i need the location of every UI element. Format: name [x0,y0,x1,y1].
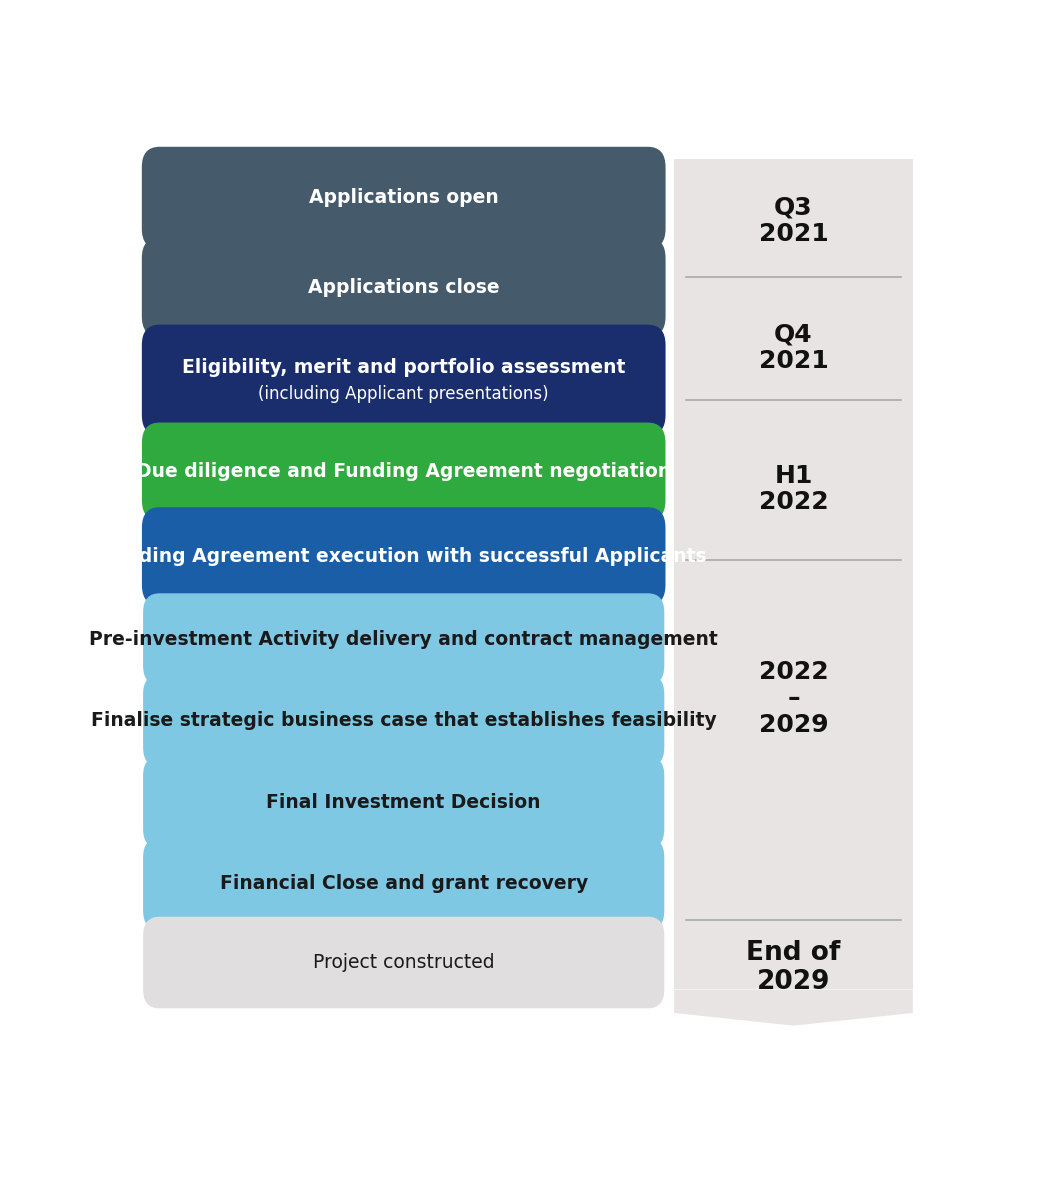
FancyBboxPatch shape [142,238,665,337]
Text: H1
2022: H1 2022 [759,463,829,515]
Text: Due diligence and Funding Agreement negotiation: Due diligence and Funding Agreement nego… [136,462,671,481]
Polygon shape [675,990,913,1026]
Text: Q4
2021: Q4 2021 [759,323,829,373]
Polygon shape [373,392,434,413]
Text: End of
2029: End of 2029 [746,941,841,996]
FancyBboxPatch shape [675,160,913,990]
Text: Applications close: Applications close [308,277,500,296]
Text: Funding Agreement execution with successful Applicants: Funding Agreement execution with success… [100,547,707,566]
Polygon shape [373,563,434,583]
Polygon shape [373,205,434,227]
Polygon shape [373,479,434,498]
Polygon shape [373,725,434,745]
Polygon shape [373,890,434,908]
FancyBboxPatch shape [143,593,664,685]
Text: Pre-investment Activity delivery and contract management: Pre-investment Activity delivery and con… [90,630,718,649]
Text: Applications open: Applications open [309,188,499,208]
Polygon shape [373,293,434,314]
Text: Project constructed: Project constructed [313,953,494,972]
Text: 2022
–
2029: 2022 – 2029 [759,660,829,737]
FancyBboxPatch shape [143,917,664,1008]
FancyBboxPatch shape [142,146,665,250]
FancyBboxPatch shape [143,674,664,767]
Text: Eligibility, merit and portfolio assessment: Eligibility, merit and portfolio assessm… [182,358,626,377]
Text: Financial Close and grant recovery: Financial Close and grant recovery [220,875,588,894]
Text: Finalise strategic business case that establishes feasibility: Finalise strategic business case that es… [91,712,716,731]
FancyBboxPatch shape [142,508,665,606]
FancyBboxPatch shape [143,756,664,848]
Polygon shape [373,643,434,664]
Polygon shape [373,806,434,827]
FancyBboxPatch shape [143,838,664,930]
FancyBboxPatch shape [142,325,665,436]
Text: Final Investment Decision: Final Investment Decision [266,793,541,812]
FancyBboxPatch shape [142,422,665,521]
Text: (including Applicant presentations): (including Applicant presentations) [258,385,549,403]
Text: Q3
2021: Q3 2021 [759,196,829,246]
